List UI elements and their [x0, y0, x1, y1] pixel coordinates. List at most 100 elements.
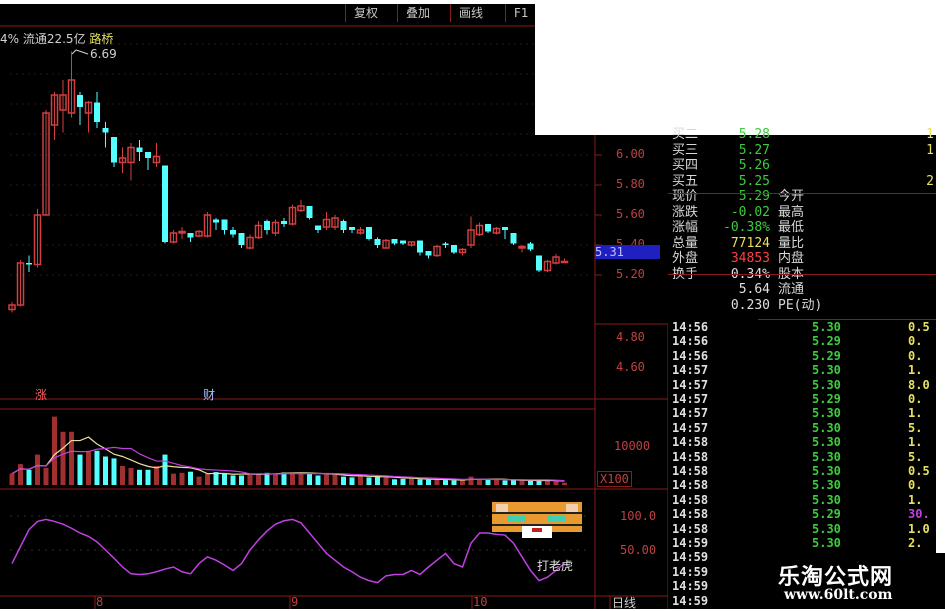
quote-label: 买二 — [672, 127, 699, 142]
candle-body — [230, 230, 236, 235]
tick-price: 5.29 — [812, 334, 841, 349]
volume-bar — [392, 479, 397, 485]
candle-body — [203, 214, 212, 237]
volume-bar — [205, 473, 210, 485]
quote-label: 涨幅 — [672, 220, 699, 235]
quote-value: -0.38% — [723, 220, 770, 235]
volume-bar — [188, 471, 193, 485]
tick-price: 5.30 — [812, 521, 841, 536]
quote-value: 5.29 — [738, 189, 770, 204]
tick-price: 5.30 — [812, 478, 841, 493]
tick-volume: 5. — [908, 420, 923, 435]
tick-volume: 8.0 — [908, 377, 930, 392]
fuquan-button[interactable]: 复权 — [345, 4, 386, 22]
candle-body — [322, 218, 331, 228]
candle-body — [264, 221, 270, 230]
volume-bar — [179, 472, 185, 485]
volume-bar — [366, 477, 372, 485]
draw-line-button[interactable]: 画线 — [450, 4, 491, 22]
candle-body — [297, 205, 305, 212]
volume-bar — [332, 474, 338, 485]
volume-unit: X100 — [597, 471, 632, 487]
tick-volume: 0.5 — [908, 320, 930, 334]
overlay-button[interactable]: 叠加 — [397, 4, 438, 22]
f1-button[interactable]: F1 — [505, 4, 542, 22]
tick-price: 5.30 — [812, 435, 841, 450]
quote-value: 5.64 — [738, 282, 770, 297]
candle-body — [26, 263, 32, 265]
tick-volume: 30. — [908, 507, 930, 522]
volume-bar — [94, 450, 100, 485]
volume-bar — [18, 464, 23, 485]
volume-bar — [511, 480, 516, 485]
candle-body — [349, 227, 355, 230]
tick-time: 14:58 — [672, 464, 709, 478]
tick-time: 14:56 — [672, 320, 709, 334]
candle-body — [407, 241, 416, 246]
tick-volume: 1. — [908, 435, 923, 450]
candle-body — [94, 102, 100, 122]
volume-bar — [247, 473, 253, 485]
candle-body — [374, 239, 381, 245]
candle-body — [366, 227, 372, 239]
kline-chart[interactable] — [0, 4, 668, 609]
tick-time: 14:57 — [672, 377, 709, 392]
tick-price: 5.29 — [812, 348, 841, 363]
quote-value: 5.27 — [738, 142, 770, 158]
tick-list[interactable]: 14:56 5.30 0.5 14:56 5.29 0. 14:56 5.29 0. 14:57 5… — [668, 320, 936, 609]
volume-bar — [315, 475, 321, 485]
tick-row: 14:58 5.30 0.5 — [668, 464, 936, 478]
volume-bar — [137, 469, 142, 485]
volume-bar — [162, 454, 168, 485]
watermark: 乐淘公式网 www.60lt.com — [760, 553, 945, 609]
candle-body — [552, 256, 560, 264]
candle-body — [451, 245, 457, 253]
candle-body — [178, 230, 186, 234]
volume-bar — [9, 473, 15, 485]
date-label: 8 — [96, 595, 104, 609]
volume-bar — [562, 482, 567, 485]
candle-body — [136, 147, 143, 152]
candle-body — [8, 304, 16, 311]
tick-row: 14:59 — [668, 579, 936, 593]
volume-bar — [349, 477, 355, 485]
candle-body — [84, 101, 93, 114]
quote-extra-label: 最高 — [778, 204, 805, 220]
volume-bar — [145, 469, 151, 485]
quote-label: 买四 — [672, 158, 699, 173]
date-label: 9 — [291, 595, 299, 609]
tick-price: 5.30 — [812, 464, 841, 478]
indicator-tick: 50.00 — [620, 543, 657, 557]
tick-price: 5.29 — [812, 392, 841, 406]
volume-bar — [35, 454, 40, 485]
candle-body — [102, 128, 109, 133]
volume-tick: 10000 — [614, 439, 651, 453]
candle-body — [543, 260, 552, 272]
candle-body — [467, 229, 475, 246]
quote-extra-label: 流通 — [778, 282, 805, 297]
volume-bar — [536, 480, 542, 485]
quote-extra-label: 今开 — [778, 189, 805, 204]
volume-bar — [77, 454, 83, 485]
tick-row: 14:59 — [668, 550, 936, 564]
candle-body — [195, 230, 203, 237]
quote-value: 0.230 — [730, 297, 770, 313]
candle-body — [152, 155, 161, 164]
quote-value: 5.25 — [738, 173, 770, 189]
tick-time: 14:58 — [672, 449, 709, 464]
quote-label: 买三 — [672, 142, 699, 158]
tick-volume: 2. — [908, 536, 923, 550]
candle-body — [425, 251, 432, 256]
volume-bar — [307, 473, 312, 485]
volume-bar — [171, 473, 176, 485]
volume-bar — [290, 472, 295, 485]
quote-extra-label: 量比 — [778, 235, 805, 251]
volume-bar — [86, 450, 91, 485]
tick-time: 14:58 — [672, 521, 709, 536]
tick-row: 14:57 5.30 1. — [668, 363, 936, 377]
tick-price: 5.30 — [812, 420, 841, 435]
volume-bar — [281, 472, 287, 485]
candle-body — [475, 224, 484, 236]
candle-body — [145, 152, 151, 158]
period-button[interactable]: 日线 — [612, 596, 637, 610]
